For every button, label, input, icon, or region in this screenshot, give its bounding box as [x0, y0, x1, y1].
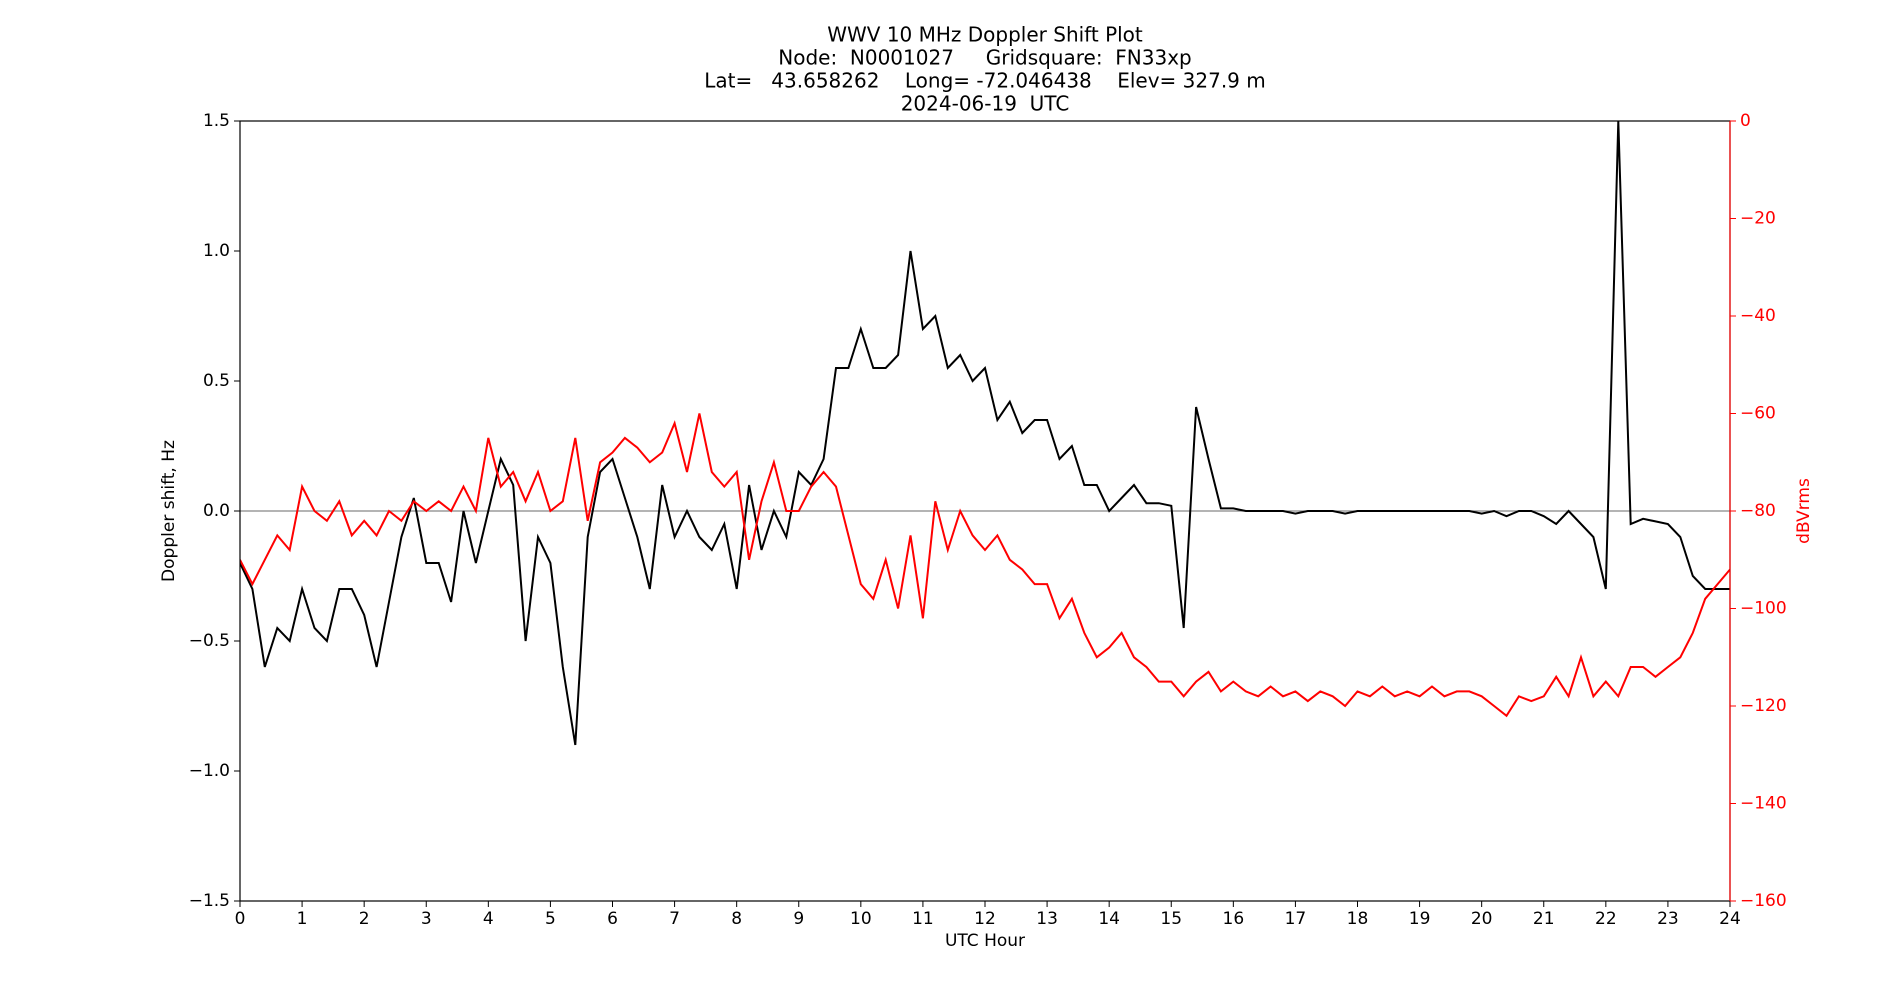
x-tick-label: 24	[1719, 909, 1741, 929]
x-tick-label: 3	[421, 909, 432, 929]
y-tick-label: 0.5	[203, 371, 230, 391]
x-tick-label: 21	[1533, 909, 1555, 929]
y2-tick-label: 0	[1740, 111, 1751, 131]
x-tick-label: 19	[1409, 909, 1431, 929]
y-tick-label: −0.5	[189, 631, 230, 651]
x-tick-label: 4	[483, 909, 494, 929]
x-tick-label: 17	[1285, 909, 1307, 929]
x-tick-label: 22	[1595, 909, 1617, 929]
chart-title: WWV 10 MHz Doppler Shift Plot	[827, 23, 1143, 47]
x-tick-label: 0	[235, 909, 246, 929]
y2-tick-label: −20	[1740, 209, 1776, 229]
x-tick-label: 16	[1223, 909, 1245, 929]
chart-title: Lat= 43.658262 Long= -72.046438 Elev= 32…	[704, 69, 1266, 93]
x-tick-label: 18	[1347, 909, 1369, 929]
x-tick-label: 12	[974, 909, 996, 929]
y-tick-label: 0.0	[203, 501, 230, 521]
y2-tick-label: −80	[1740, 501, 1776, 521]
y-tick-label: −1.0	[189, 761, 230, 781]
chart-title: Node: N0001027 Gridsquare: FN33xp	[778, 46, 1191, 70]
x-tick-label: 20	[1471, 909, 1493, 929]
x-tick-label: 11	[912, 909, 934, 929]
y-tick-label: 1.5	[203, 111, 230, 131]
y2-tick-label: −60	[1740, 404, 1776, 424]
x-tick-label: 5	[545, 909, 556, 929]
data-line	[240, 121, 1730, 746]
x-tick-label: 9	[793, 909, 804, 929]
x-tick-label: 8	[731, 909, 742, 929]
data-line	[240, 413, 1730, 718]
x-tick-label: 1	[297, 909, 308, 929]
x-tick-label: 2	[359, 909, 370, 929]
y-axis-label: Doppler shift, Hz	[159, 440, 179, 582]
y2-tick-label: −120	[1740, 696, 1787, 716]
x-tick-label: 13	[1036, 909, 1058, 929]
y2-axis-label: dBVrms	[1794, 478, 1814, 544]
y2-tick-label: −160	[1740, 891, 1787, 911]
y-tick-label: −1.5	[189, 891, 230, 911]
x-tick-label: 7	[669, 909, 680, 929]
x-axis-label: UTC Hour	[945, 931, 1025, 951]
x-tick-label: 15	[1160, 909, 1182, 929]
y2-tick-label: −40	[1740, 306, 1776, 326]
chart-title: 2024-06-19 UTC	[901, 92, 1070, 116]
x-tick-label: 23	[1657, 909, 1679, 929]
x-tick-label: 10	[850, 909, 872, 929]
x-tick-label: 14	[1098, 909, 1120, 929]
y2-tick-label: −140	[1740, 794, 1787, 814]
y-tick-label: 1.0	[203, 241, 230, 261]
x-tick-label: 6	[607, 909, 618, 929]
y2-tick-label: −100	[1740, 599, 1787, 619]
